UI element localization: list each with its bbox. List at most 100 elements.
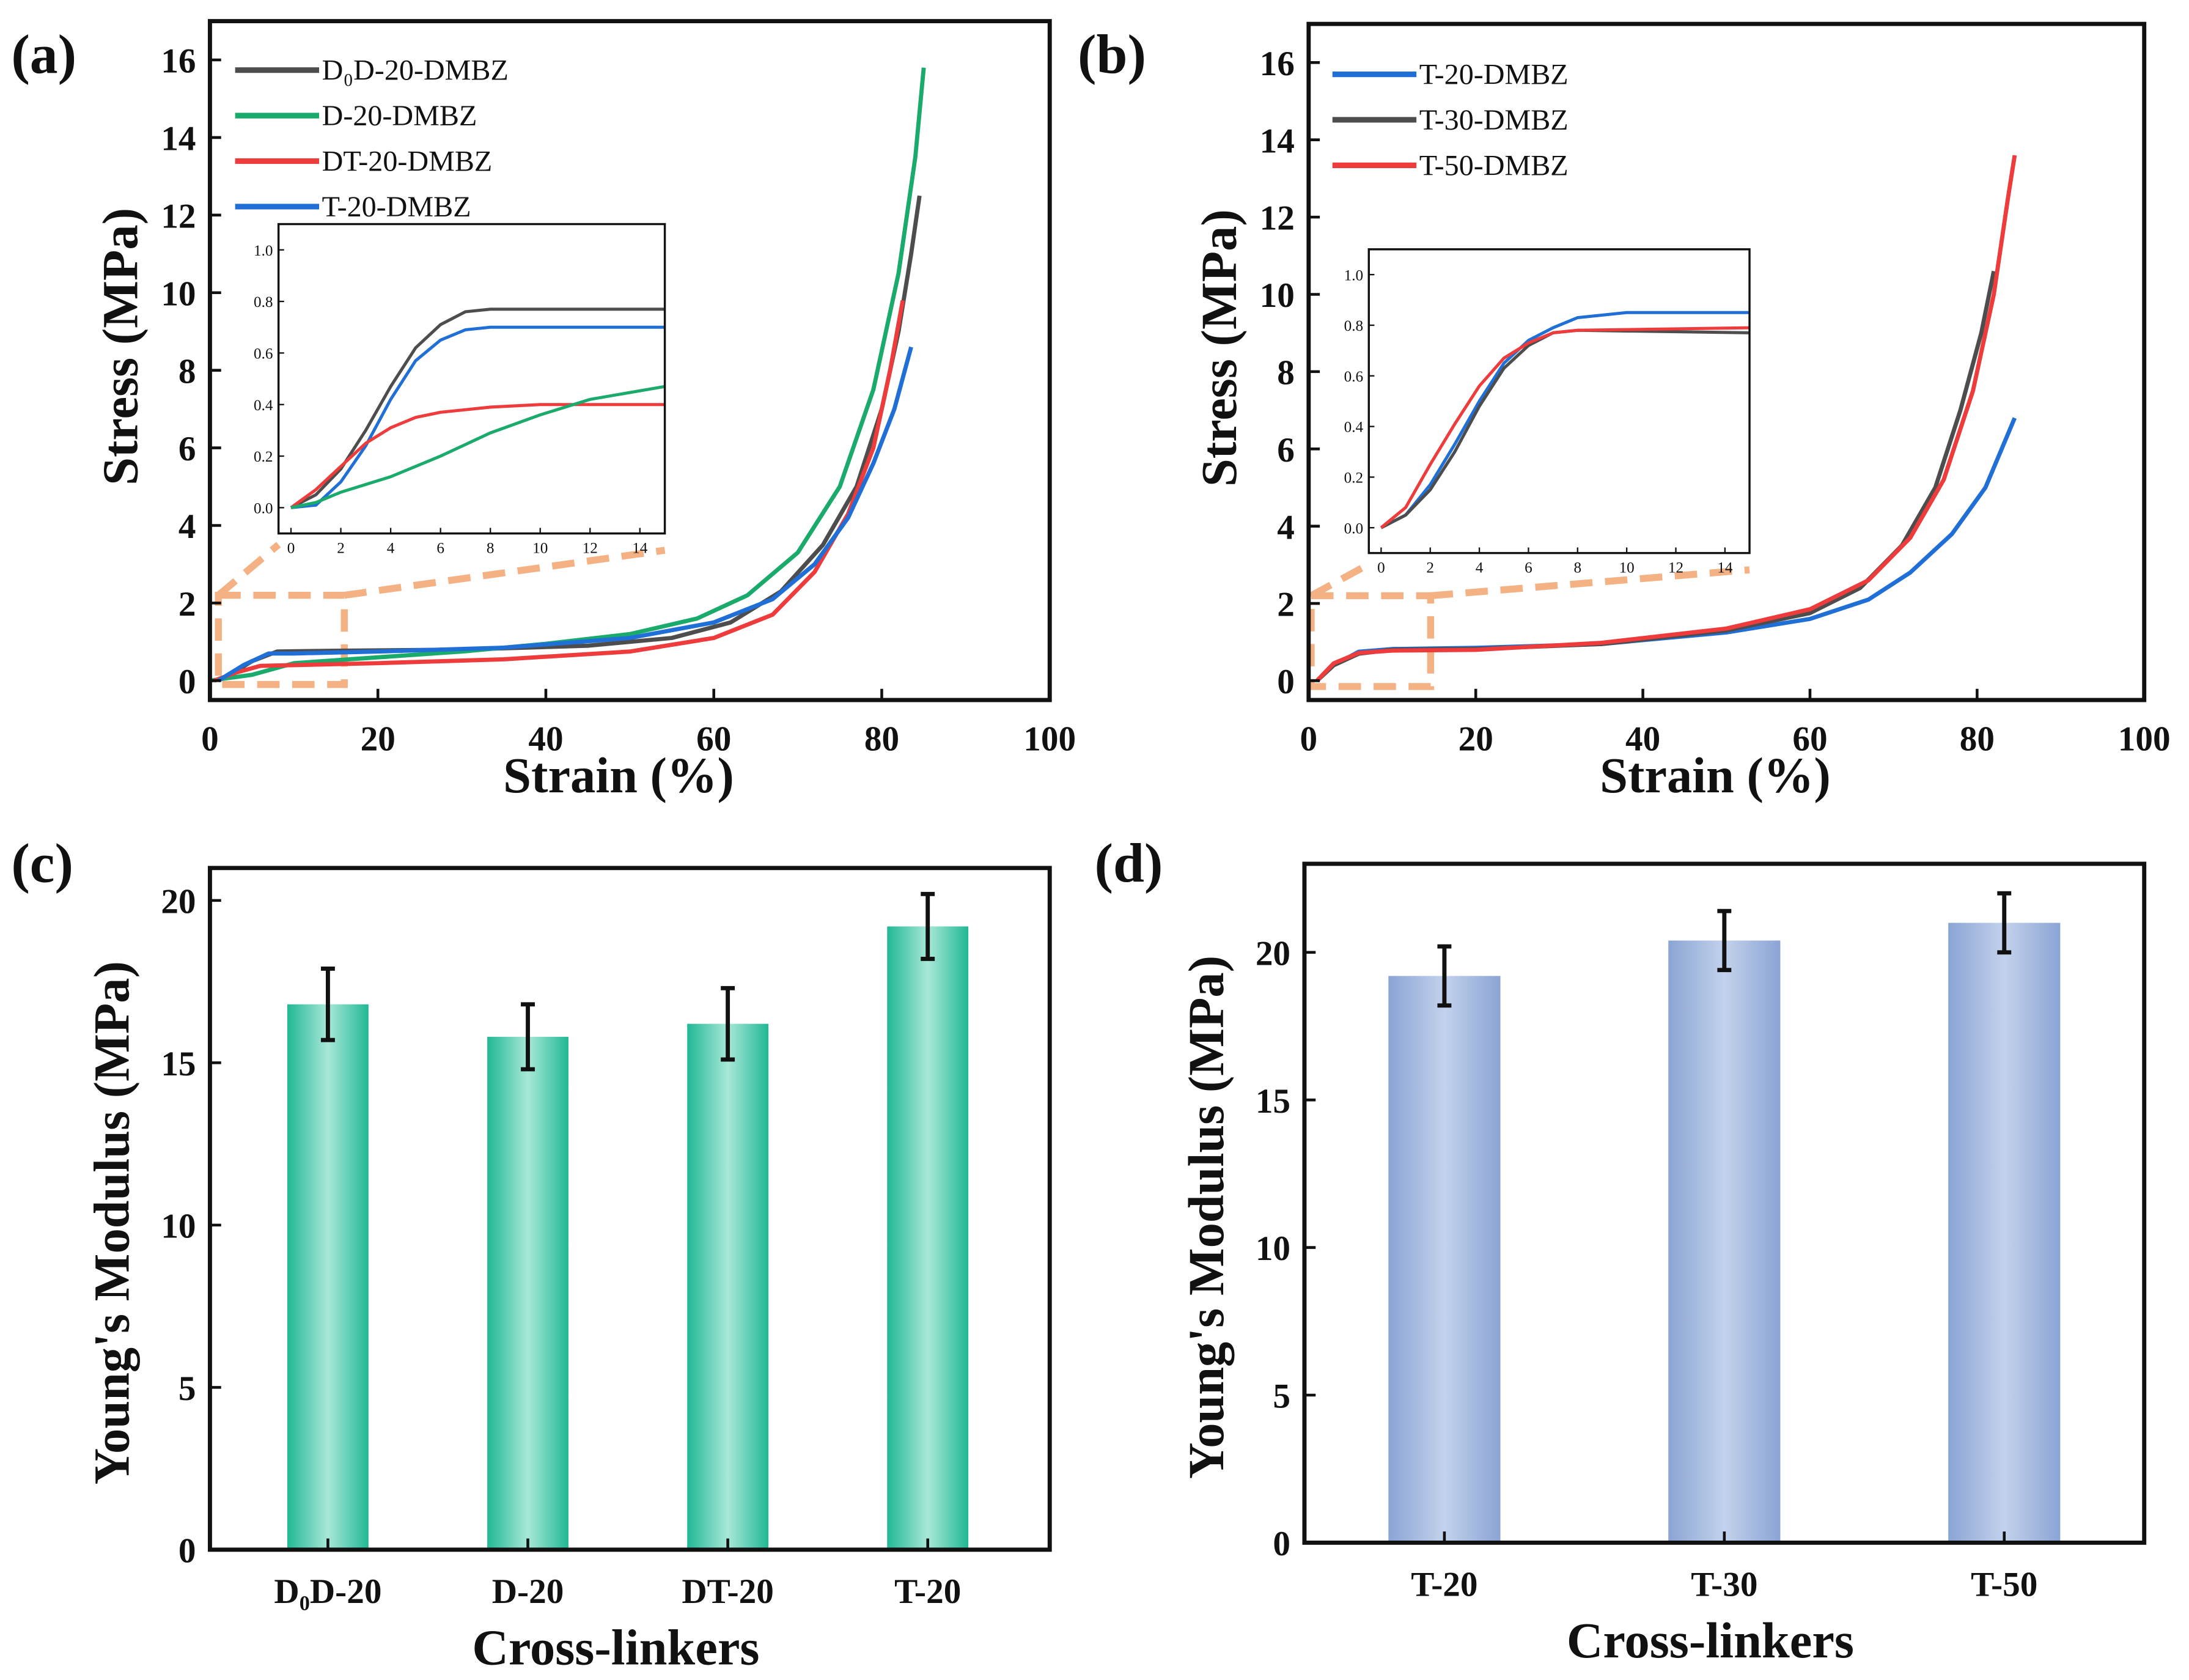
inset-x-tick-label: 4 bbox=[387, 540, 395, 557]
zoom-connector bbox=[1430, 566, 1750, 600]
panel-label: (c) bbox=[11, 832, 73, 894]
inset-y-tick-label: 0.2 bbox=[1344, 470, 1363, 487]
bar-T-30 bbox=[1668, 940, 1781, 1543]
plot-frame bbox=[1306, 21, 2147, 702]
y-tick-label: 10 bbox=[161, 274, 196, 313]
zoom-connector bbox=[1309, 561, 1371, 599]
inset-plot: 0 2 4 6 8 10 12 14 0.0 0.2 0.4 0.6 0.8 1.0 bbox=[254, 223, 666, 557]
y-tick-label: 14 bbox=[1260, 122, 1295, 160]
inset-x-tick-label: 14 bbox=[632, 540, 648, 557]
x-tick-label: 100 bbox=[1023, 720, 1076, 758]
y-tick-label: 12 bbox=[1260, 199, 1295, 238]
y-tick-label: 10 bbox=[1256, 1229, 1290, 1268]
inset-x-tick-label: 12 bbox=[583, 540, 598, 557]
x-tick-label: 60 bbox=[1792, 720, 1827, 758]
y-tick-label: 15 bbox=[1256, 1082, 1290, 1121]
y-axis-label: Young's Modulus (MPa) bbox=[1179, 956, 1234, 1479]
y-tick-label: 8 bbox=[178, 352, 196, 391]
inset-y-tick-label: 0.6 bbox=[254, 346, 273, 363]
inset-series-line-red bbox=[1380, 326, 1750, 529]
y-tick-label: 2 bbox=[1277, 586, 1295, 624]
x-tick-label: 20 bbox=[1459, 720, 1493, 758]
y-tick-label: 0 bbox=[178, 663, 196, 701]
bar-D-20 bbox=[487, 1036, 568, 1550]
inset-x-tick-label: 10 bbox=[1619, 560, 1635, 577]
inset-x-tick-label: 8 bbox=[1573, 560, 1581, 577]
x-tick-label: 40 bbox=[1625, 720, 1660, 758]
inset-y-tick-label: 1.0 bbox=[1344, 267, 1363, 284]
y-tick-label: 6 bbox=[178, 430, 196, 468]
y-tick-label: 5 bbox=[1273, 1377, 1290, 1416]
y-tick-label: 0 bbox=[1277, 663, 1295, 701]
x-tick-label: 80 bbox=[864, 720, 899, 758]
x-tick-label: 80 bbox=[1960, 720, 1995, 758]
y-tick-label: 4 bbox=[1277, 508, 1295, 547]
y-tick-label: 20 bbox=[161, 882, 196, 921]
inset-y-tick-label: 0.2 bbox=[254, 449, 273, 465]
inset-background bbox=[278, 224, 665, 534]
inset-background bbox=[1369, 249, 1750, 553]
x-tick-label: 60 bbox=[696, 720, 731, 758]
x-tick-label: 40 bbox=[528, 720, 563, 758]
plot-frame bbox=[208, 866, 1052, 1552]
x-tick-label: 100 bbox=[2118, 720, 2171, 758]
y-tick-label: 6 bbox=[1277, 431, 1295, 470]
y-tick-label: 16 bbox=[1260, 45, 1295, 83]
legend-label: DT-20-DMBZ bbox=[322, 146, 493, 178]
inset-y-tick-label: 0.0 bbox=[254, 501, 273, 517]
zoom-connector bbox=[344, 547, 666, 599]
inset-frame bbox=[277, 223, 666, 535]
panel-label: (a) bbox=[11, 23, 76, 85]
series-line-T-50-DMBZ bbox=[1315, 155, 2017, 682]
inset-plot: 0 2 4 6 8 10 12 14 0.0 0.2 0.4 0.6 0.8 1.0 bbox=[1344, 248, 1751, 577]
inset-series-line-blue bbox=[1380, 311, 1750, 529]
inset-y-tick-label: 1.0 bbox=[254, 243, 273, 259]
inset-x-tick-label: 0 bbox=[1377, 560, 1385, 577]
inset-x-tick-label: 10 bbox=[532, 540, 548, 557]
x-tick-label: T-20 bbox=[894, 1572, 961, 1611]
x-axis-label: Strain (%) bbox=[503, 748, 734, 803]
legend-label: T-20-DMBZ bbox=[1419, 59, 1569, 91]
x-tick-label: D-20 bbox=[492, 1572, 564, 1611]
legend-label: T-20-DMBZ bbox=[322, 191, 471, 223]
inset-frame bbox=[1367, 248, 1751, 554]
x-tick-label: 0 bbox=[201, 720, 219, 758]
zoom-region bbox=[1308, 592, 1435, 690]
series-line-T-20-DMBZ bbox=[217, 346, 913, 683]
inset-x-tick-label: 6 bbox=[1525, 560, 1532, 577]
inset-y-tick-label: 0.8 bbox=[254, 294, 273, 311]
inset-series-line-gray bbox=[290, 308, 665, 509]
inset-series-line-green bbox=[290, 385, 666, 509]
inset-x-tick-label: 0 bbox=[287, 540, 295, 557]
y-tick-label: 10 bbox=[1260, 276, 1295, 315]
inset-series-line-blue bbox=[290, 325, 665, 509]
legend-label: T-50-DMBZ bbox=[1419, 149, 1569, 182]
panel-label: (d) bbox=[1094, 832, 1163, 894]
inset-y-tick-label: 0.4 bbox=[254, 397, 273, 414]
y-axis-label: Young's Modulus (MPa) bbox=[84, 961, 140, 1484]
series-line-DT-20-DMBZ bbox=[213, 300, 905, 683]
panel-label: (b) bbox=[1078, 23, 1146, 85]
inset-x-tick-label: 2 bbox=[1426, 560, 1434, 577]
x-tick-label: 20 bbox=[361, 720, 395, 758]
bar-DT-20 bbox=[687, 1023, 769, 1550]
inset-y-tick-label: 0.8 bbox=[1344, 318, 1363, 334]
inset-x-tick-label: 12 bbox=[1668, 560, 1683, 577]
x-tick-label: T-30 bbox=[1691, 1565, 1757, 1604]
x-axis-label: Cross-linkers bbox=[1567, 1613, 1854, 1668]
legend-label: T-30-DMBZ bbox=[1419, 104, 1569, 136]
y-axis-label: Stress (MPa) bbox=[1191, 209, 1247, 487]
inset-x-tick-label: 14 bbox=[1717, 560, 1733, 577]
plot-frame bbox=[208, 19, 1052, 702]
inset-y-tick-label: 0.6 bbox=[1344, 369, 1363, 385]
x-tick-label: 0 bbox=[1300, 720, 1318, 758]
bar-T-20 bbox=[887, 926, 969, 1550]
y-tick-label: 15 bbox=[161, 1045, 196, 1083]
y-axis-label: Stress (MPa) bbox=[92, 208, 148, 485]
y-tick-label: 10 bbox=[161, 1207, 196, 1245]
x-axis-label: Cross-linkers bbox=[472, 1620, 759, 1676]
panel-d: (d) T-20 T-30 T-50 0 5 10 15 20 Cross-linkers Youn… bbox=[1094, 832, 2147, 1668]
legend-label: D₀D-20-DMBZ bbox=[322, 54, 509, 87]
